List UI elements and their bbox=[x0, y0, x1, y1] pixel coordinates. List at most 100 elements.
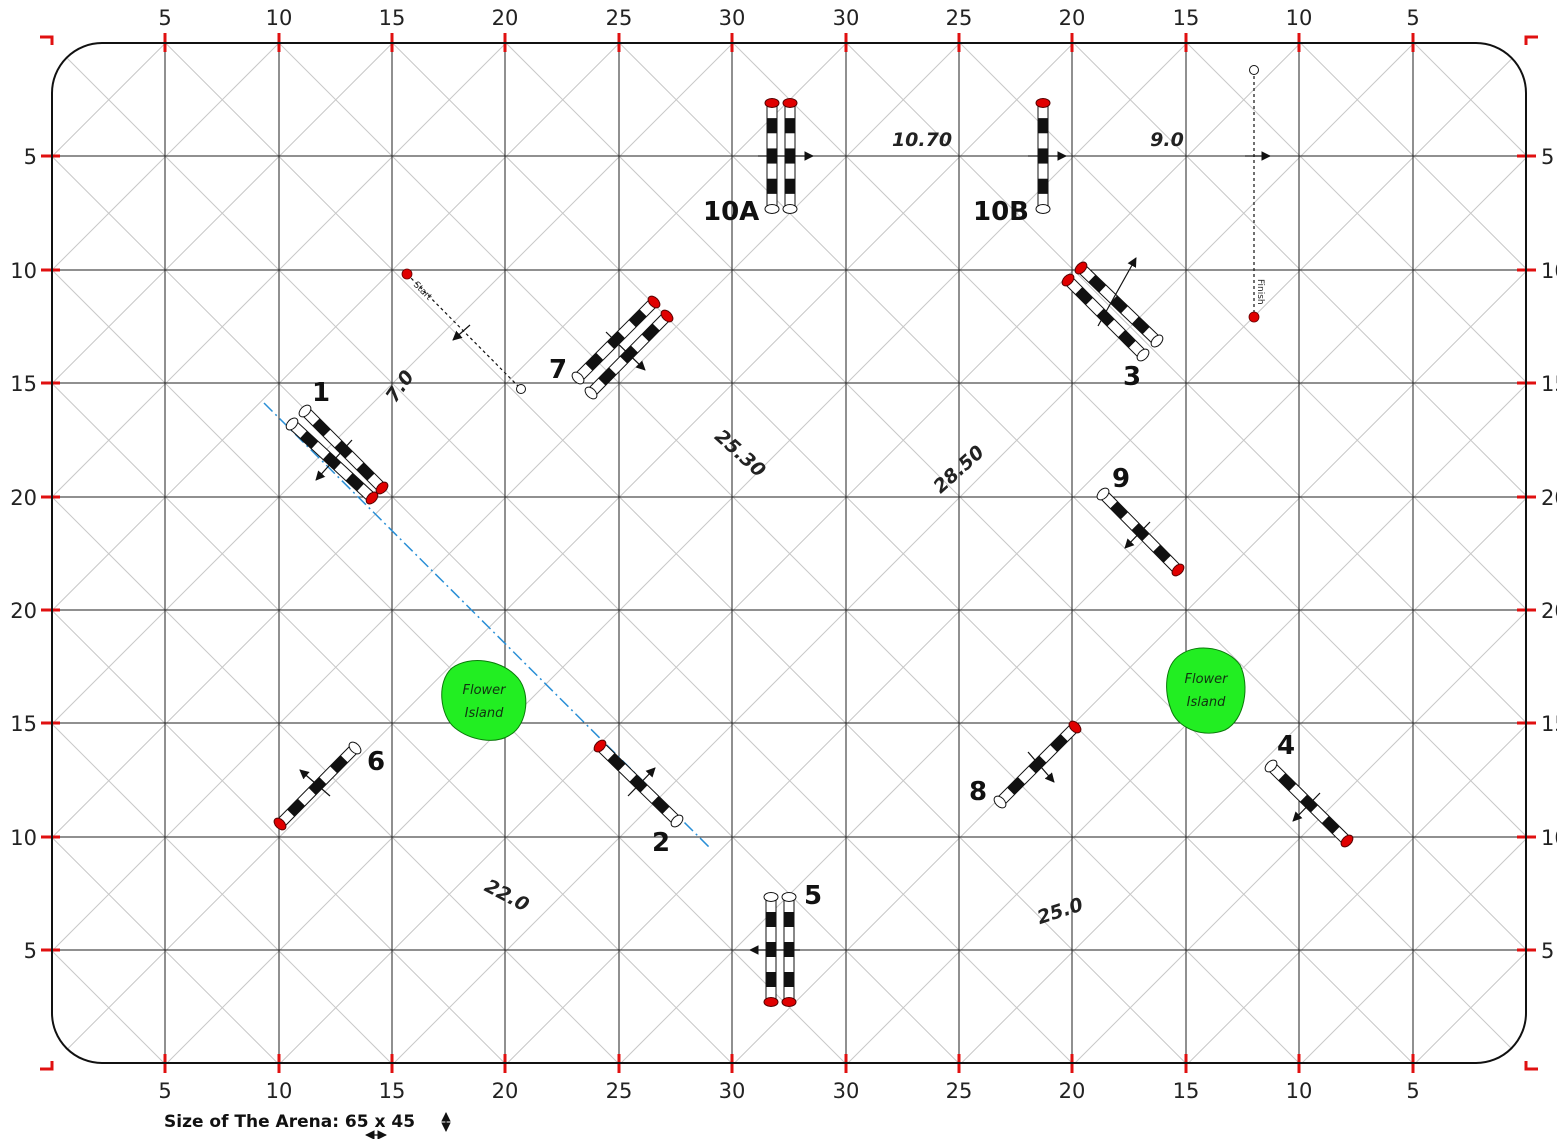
diag-b-21 bbox=[1335, 43, 1526, 1063]
jump-4-label: 4 bbox=[1277, 731, 1295, 761]
scale-left-6: 10 bbox=[10, 826, 37, 850]
jump-8-pole bbox=[993, 720, 1082, 809]
diag-a--6 bbox=[52, 43, 472, 1063]
diag-b-18 bbox=[994, 43, 1526, 1063]
diag-b-19 bbox=[1108, 43, 1526, 1063]
diag-a-13 bbox=[1528, 43, 1557, 1139]
blue-guide-line bbox=[263, 402, 711, 849]
finish-white-marker bbox=[1249, 65, 1259, 75]
diag-b-15 bbox=[654, 43, 1526, 1063]
diag-b-4 bbox=[52, 43, 507, 1063]
scale-bottom-1: 10 bbox=[266, 1079, 293, 1103]
diag-b-8 bbox=[52, 43, 961, 1063]
distance-labels: 10.70 9.0 7.0 25.30 28.50 22.0 25.0 bbox=[381, 129, 1183, 929]
scale-bottom-8: 20 bbox=[1059, 1079, 1086, 1103]
scale-left-2: 15 bbox=[10, 372, 37, 396]
diag-a-0 bbox=[52, 43, 1153, 1063]
scale-bottom-0: 5 bbox=[158, 1079, 171, 1103]
scale-right-1: 10 bbox=[1541, 259, 1557, 283]
scale-top-11: 5 bbox=[1406, 6, 1419, 30]
jump-3-label: 3 bbox=[1123, 362, 1141, 392]
diag-b-2 bbox=[52, 43, 280, 1063]
scale-labels: 5510101515202025253030303025252020151510… bbox=[10, 6, 1557, 1103]
diag-b-17 bbox=[881, 43, 1526, 1063]
island-left-line1: Flower bbox=[462, 683, 507, 698]
arena-size-height: 45 bbox=[391, 1112, 415, 1132]
scale-bottom-11: 5 bbox=[1406, 1079, 1419, 1103]
scale-top-1: 10 bbox=[266, 6, 293, 30]
diag-a--10 bbox=[0, 43, 17, 1139]
scale-bottom-2: 15 bbox=[379, 1079, 406, 1103]
finish-label: Finish bbox=[1255, 279, 1265, 305]
jump-8-direction-arrow bbox=[1027, 751, 1055, 783]
start-red-marker bbox=[401, 268, 413, 280]
scale-left-0: 5 bbox=[24, 145, 37, 169]
scale-right-2: 15 bbox=[1541, 372, 1557, 396]
jump-3-pole-a bbox=[1061, 273, 1150, 362]
scale-bottom-6: 30 bbox=[833, 1079, 860, 1103]
distance-10a-10b: 10.70 bbox=[892, 129, 952, 151]
scale-top-7: 25 bbox=[946, 6, 973, 30]
arena-size-x: x bbox=[375, 1112, 386, 1132]
diag-b-12 bbox=[313, 43, 1415, 1063]
scale-bottom-10: 10 bbox=[1286, 1079, 1313, 1103]
jump-5-label: 5 bbox=[804, 881, 822, 911]
jump-6-direction-arrow bbox=[299, 769, 331, 797]
arena-border bbox=[51, 42, 1527, 1064]
distance-7-10a: 25.30 bbox=[710, 425, 769, 482]
diag-b-6 bbox=[52, 43, 734, 1063]
scale-left-1: 10 bbox=[10, 259, 37, 283]
scale-right-0: 5 bbox=[1541, 145, 1554, 169]
diag-a-11 bbox=[1300, 43, 1526, 1063]
diag-a-7 bbox=[846, 43, 1526, 1063]
scale-right-7: 5 bbox=[1541, 939, 1554, 963]
scale-top-3: 20 bbox=[492, 6, 519, 30]
diag-a-10 bbox=[1186, 43, 1526, 1063]
diag-a-1 bbox=[165, 43, 1266, 1063]
scale-top-9: 15 bbox=[1173, 6, 1200, 30]
diag-b-13 bbox=[427, 43, 1526, 1063]
diag-a-8 bbox=[959, 43, 1526, 1063]
diag-b-14 bbox=[540, 43, 1526, 1063]
jump-2-direction-arrow bbox=[627, 767, 656, 797]
diag-a-4 bbox=[505, 43, 1526, 1063]
svg-text:Size of The Arena: 65 x 45: Size of The Arena: 65 x 45 bbox=[164, 1112, 415, 1132]
diag-a--9 bbox=[52, 43, 131, 1063]
island-left-line2: Island bbox=[465, 706, 504, 721]
scale-top-8: 20 bbox=[1059, 6, 1086, 30]
diag-a-3 bbox=[392, 43, 1493, 1063]
scale-top-5: 30 bbox=[719, 6, 746, 30]
arena-size-footer: Size of The Arena: 65 x 45 bbox=[164, 1112, 451, 1139]
distance-start-1: 7.0 bbox=[381, 366, 418, 406]
jump-1-direction-arrow bbox=[315, 439, 353, 481]
jump-3-direction-arrow bbox=[1097, 257, 1137, 327]
arena-size-label: Size of The Arena: bbox=[164, 1112, 339, 1132]
jump-5-pole-a bbox=[763, 892, 779, 1007]
scale-top-10: 10 bbox=[1286, 6, 1313, 30]
start-line: Start bbox=[401, 268, 526, 394]
jump-10b-pole bbox=[1035, 98, 1051, 214]
jump-10a-label: 10A bbox=[703, 197, 759, 227]
diag-b-10 bbox=[86, 43, 1188, 1063]
arena-grid bbox=[0, 43, 1557, 1139]
jump-4-direction-arrow bbox=[1292, 792, 1321, 822]
distance-2-5: 22.0 bbox=[481, 875, 533, 916]
scale-top-2: 15 bbox=[379, 6, 406, 30]
diag-b-1 bbox=[52, 43, 166, 1063]
diag-a--2 bbox=[52, 43, 926, 1063]
scale-right-5: 15 bbox=[1541, 712, 1557, 736]
flower-island-left: Flower Island bbox=[441, 660, 527, 741]
jump-10a-pole-a bbox=[764, 98, 780, 214]
jump-6-label: 6 bbox=[367, 747, 385, 777]
jumps bbox=[273, 98, 1354, 1007]
diag-b-11 bbox=[200, 43, 1301, 1063]
diag-b-20 bbox=[1221, 43, 1526, 1063]
diag-a--8 bbox=[52, 43, 245, 1063]
scale-bottom-7: 25 bbox=[946, 1079, 973, 1103]
diag-a-5 bbox=[619, 43, 1526, 1063]
scale-left-4: 20 bbox=[10, 599, 37, 623]
distance-5-8: 25.0 bbox=[1034, 894, 1085, 929]
diag-a--3 bbox=[52, 43, 812, 1063]
corner-marks bbox=[40, 35, 1538, 1071]
